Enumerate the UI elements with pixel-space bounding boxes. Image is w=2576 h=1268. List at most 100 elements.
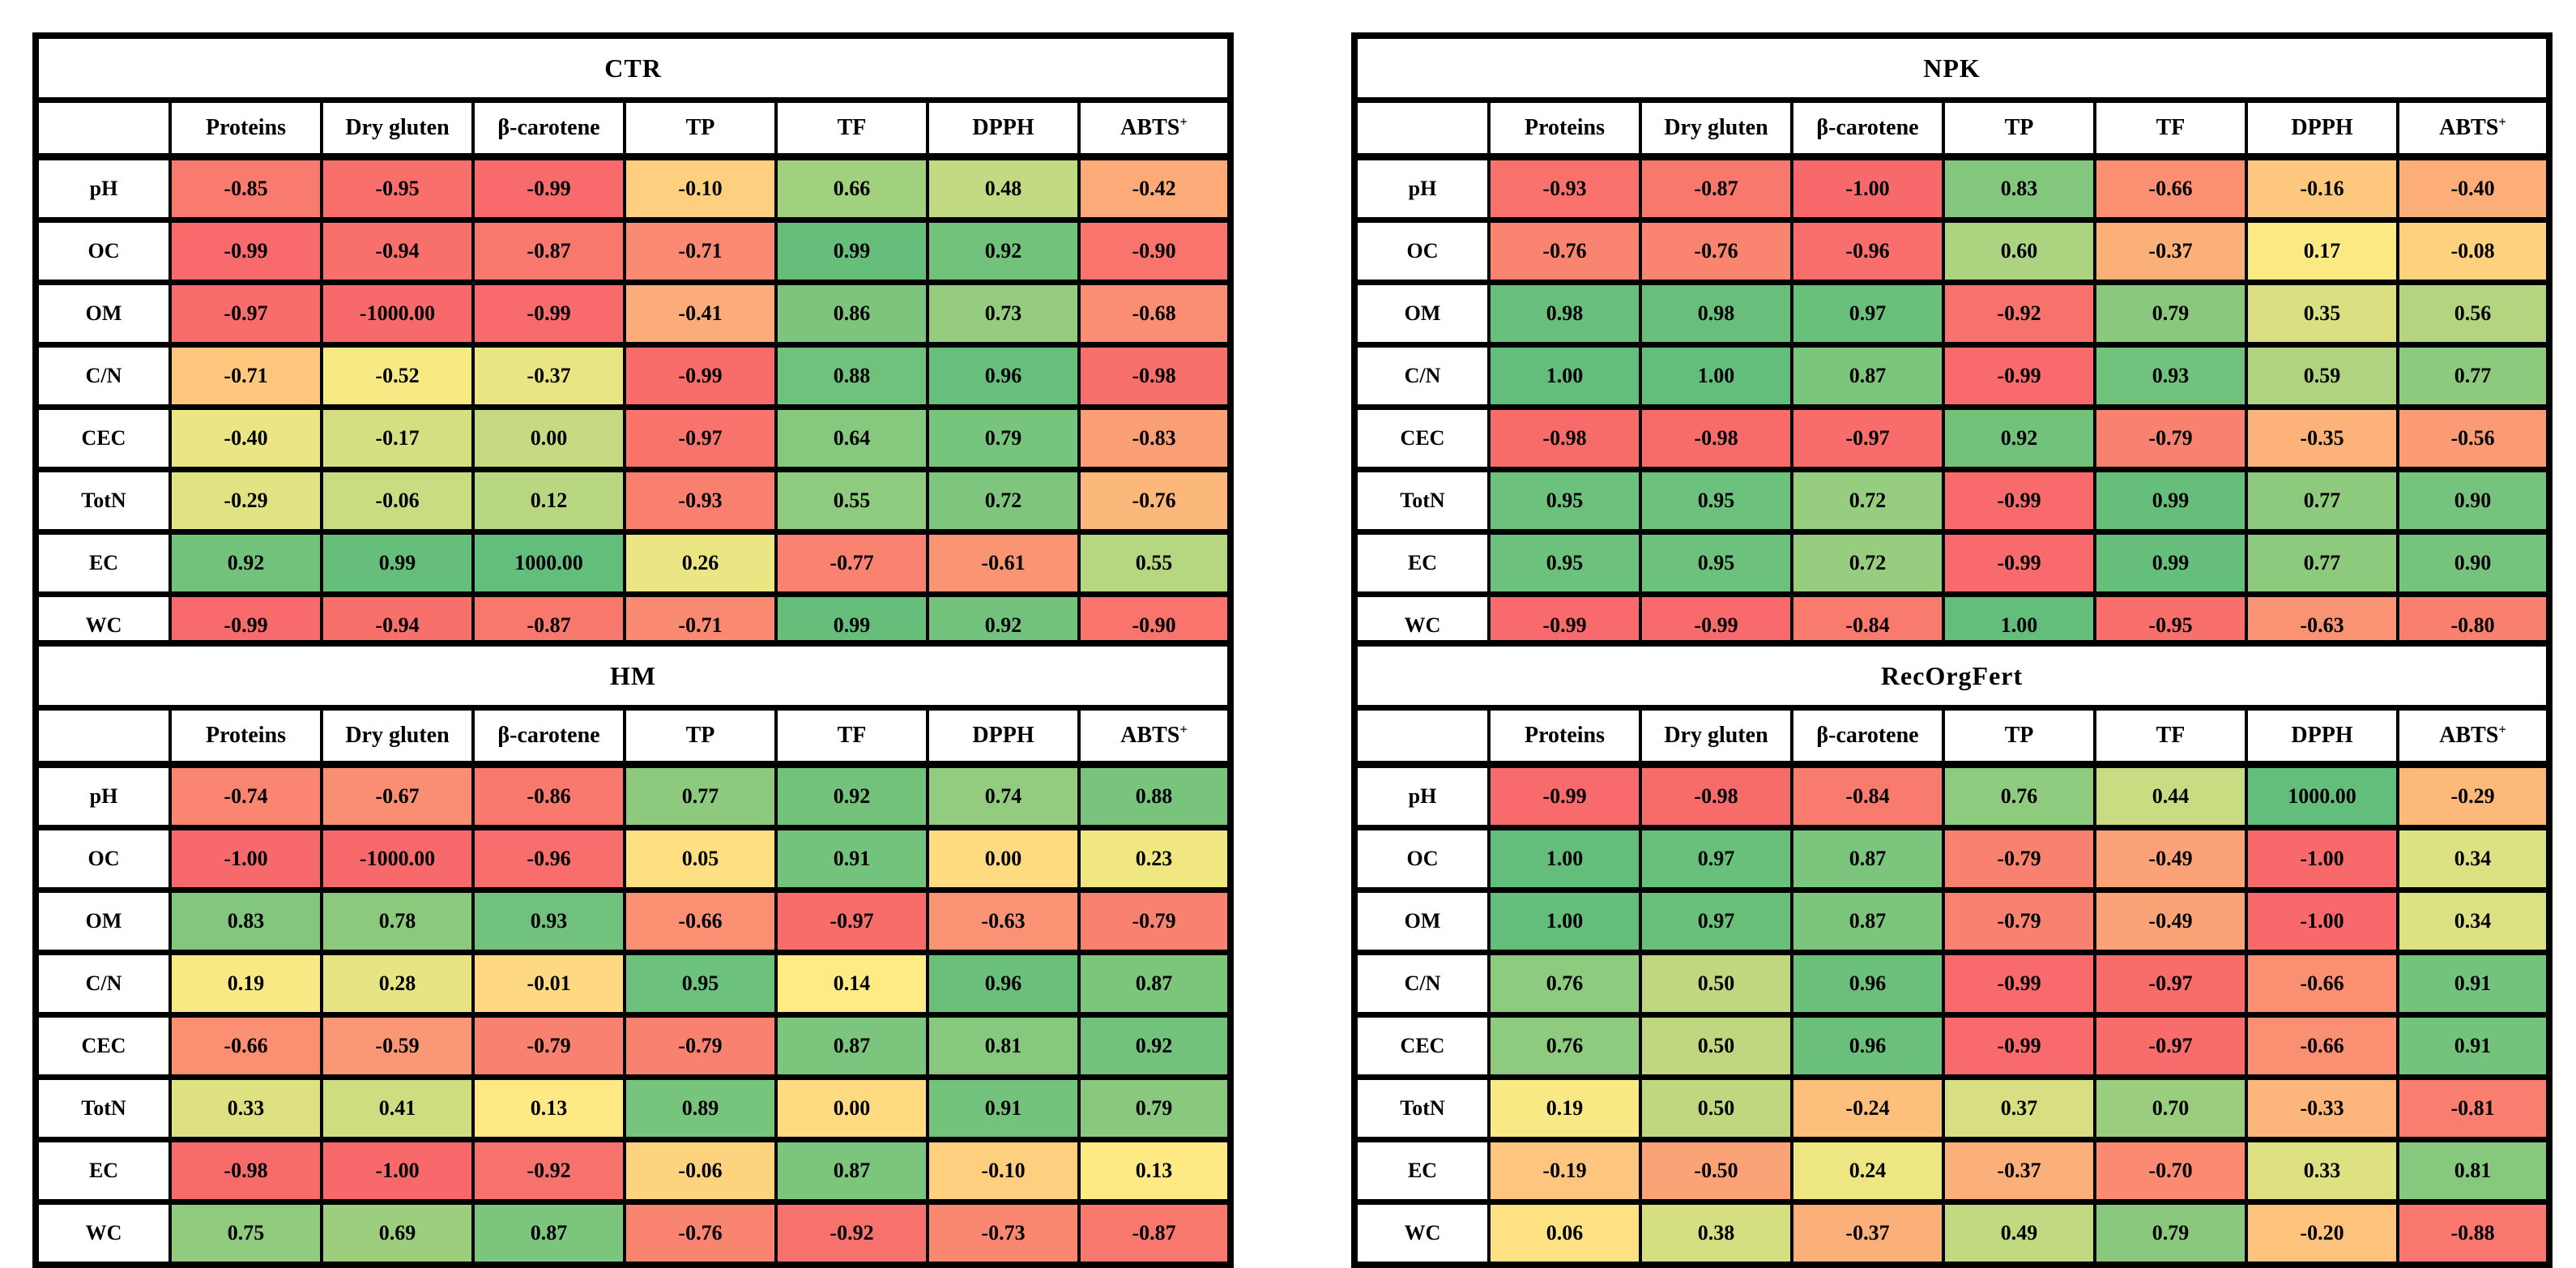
table-row: OC 1.00 0.97 0.87 -0.79 -0.49 -1.00 0.34 [1353,825,2552,893]
heatmap-cell: 0.99 [2093,529,2248,597]
heatmap-cell: -1.00 [168,825,323,893]
column-header: TP [1942,97,2096,160]
heatmap-cell: -1000.00 [320,280,475,348]
heatmap-cell: -0.76 [1639,217,1793,285]
heatmap-cell: 0.93 [2093,342,2248,410]
table-row: pH -0.99 -0.98 -0.84 0.76 0.44 1000.00 -0.29 [1353,762,2552,830]
column-header: Proteins [1487,97,1642,160]
column-header-row: Proteins Dry gluten β-carotene TP TF DPPH ABTS… [1353,705,2552,768]
table-title: NPK [1352,32,2552,103]
heatmap-cell: -0.83 [1077,404,1233,472]
heatmap-cell: -0.79 [1077,887,1233,955]
heatmap-cell: 0.89 [623,1074,778,1142]
heatmap-cell: 0.50 [1639,1012,1793,1080]
heatmap-cell: 0.92 [1077,1012,1233,1080]
row-label: pH [34,762,172,830]
heatmap-cell: 0.87 [1790,342,1945,410]
heatmap-cell: -0.61 [926,529,1081,597]
heatmap-cell: -0.37 [471,342,626,410]
heatmap-cell: -1000.00 [320,825,475,893]
heatmap-cell: -0.01 [471,950,626,1018]
table-row: EC -0.98 -1.00 -0.92 -0.06 0.87 -0.10 0.13 [34,1137,1233,1205]
table-row: WC 0.06 0.38 -0.37 0.49 0.79 -0.20 -0.88 [1353,1199,2552,1268]
heatmap-cell: 0.50 [1639,950,1793,1018]
table-row: C/N 1.00 1.00 0.87 -0.99 0.93 0.59 0.77 [1353,342,2552,410]
column-header: Proteins [168,705,323,768]
superscript-plus: + [2498,113,2506,130]
heatmap-cell: -0.99 [471,280,626,348]
heatmap-cell: 0.77 [623,762,778,830]
superscript-plus: + [1179,721,1188,737]
heatmap-cell: 0.79 [2093,1199,2248,1268]
table-row: CEC -0.66 -0.59 -0.79 -0.79 0.87 0.81 0.92 [34,1012,1233,1080]
heatmap-cell: 1.00 [1487,825,1642,893]
heatmap-cell: -0.40 [2395,154,2552,223]
table-row: CEC -0.98 -0.98 -0.97 0.92 -0.79 -0.35 -0.56 [1353,404,2552,472]
heatmap-cell: 0.98 [1639,280,1793,348]
heatmap-cell: 0.79 [2093,280,2248,348]
heatmap-cell: 0.55 [1077,529,1233,597]
heatmap-cell: -0.99 [1487,762,1642,830]
heatmap-cell: -0.70 [2093,1137,2248,1205]
heatmap-cell: -0.67 [320,762,475,830]
corner-blank-cell [34,705,172,768]
heatmap-cell: -0.08 [2395,217,2552,285]
heatmap-cell: 0.97 [1639,825,1793,893]
heatmap-cell: -0.29 [2395,762,2552,830]
heatmap-cell: 0.17 [2245,217,2399,285]
table-row: CEC -0.40 -0.17 0.00 -0.97 0.64 0.79 -0.83 [34,404,1233,472]
heatmap-cell: -1.00 [2245,887,2399,955]
heatmap-cell: 0.05 [623,825,778,893]
row-label: TotN [1353,1074,1491,1142]
heatmap-cell: 0.55 [774,467,929,535]
row-label: pH [34,154,172,223]
heatmap-cell: -0.99 [1942,1012,2096,1080]
heatmap-cell: 0.87 [471,1199,626,1268]
row-label: EC [34,529,172,597]
heatmap-cell: -0.19 [1487,1137,1642,1205]
heatmap-cell: -0.97 [2093,950,2248,1018]
heatmap-cell: -0.99 [1942,467,2096,535]
table-row: TotN 0.95 0.95 0.72 -0.99 0.99 0.77 0.90 [1353,467,2552,535]
heatmap-cell: -0.97 [2093,1012,2248,1080]
row-label: OC [34,217,172,285]
heatmap-cell: 0.87 [1790,887,1945,955]
heatmap-cell: 0.38 [1639,1199,1793,1268]
row-label: C/N [34,950,172,1018]
column-header: TP [623,97,778,160]
heatmap-cell: 0.44 [2093,762,2248,830]
table-row: OM 0.83 0.78 0.93 -0.66 -0.97 -0.63 -0.79 [34,887,1233,955]
table-row: EC 0.92 0.99 1000.00 0.26 -0.77 -0.61 0.55 [34,529,1233,597]
heatmap-cell: -0.86 [471,762,626,830]
heatmap-cell: -0.63 [926,887,1081,955]
heatmap-cell: -0.16 [2245,154,2399,223]
column-header: Dry gluten [1639,705,1793,768]
column-header: Dry gluten [1639,97,1793,160]
heatmap-cell: -0.99 [168,217,323,285]
table-row: C/N 0.76 0.50 0.96 -0.99 -0.97 -0.66 0.91 [1353,950,2552,1018]
heatmap-cell: 0.12 [471,467,626,535]
heatmap-cell: -0.88 [2395,1199,2552,1268]
heatmap-cell: -0.24 [1790,1074,1945,1142]
heatmap-cell: 0.19 [168,950,323,1018]
table-row: OC -1.00 -1000.00 -0.96 0.05 0.91 0.00 0.23 [34,825,1233,893]
heatmap-cell: -0.35 [2245,404,2399,472]
heatmap-cell: 0.50 [1639,1074,1793,1142]
heatmap-cell: 0.37 [1942,1074,2096,1142]
heatmap-cell: -0.99 [471,154,626,223]
table-row: TotN -0.29 -0.06 0.12 -0.93 0.55 0.72 -0.76 [34,467,1233,535]
heatmap-cell: 0.87 [1790,825,1945,893]
column-header: TF [2093,97,2248,160]
column-header: β-carotene [471,97,626,160]
row-label: OM [34,280,172,348]
heatmap-cell: -0.50 [1639,1137,1793,1205]
heatmap-cell: 0.79 [1077,1074,1233,1142]
heatmap-cell: -0.79 [471,1012,626,1080]
table-row: EC -0.19 -0.50 0.24 -0.37 -0.70 0.33 0.81 [1353,1137,2552,1205]
row-label: CEC [1353,1012,1491,1080]
heatmap-cell: -0.56 [2395,404,2552,472]
table-row: TotN 0.33 0.41 0.13 0.89 0.00 0.91 0.79 [34,1074,1233,1142]
heatmap-cell: 0.91 [2395,1012,2552,1080]
heatmap-cell: 0.41 [320,1074,475,1142]
heatmap-cell: 0.69 [320,1199,475,1268]
